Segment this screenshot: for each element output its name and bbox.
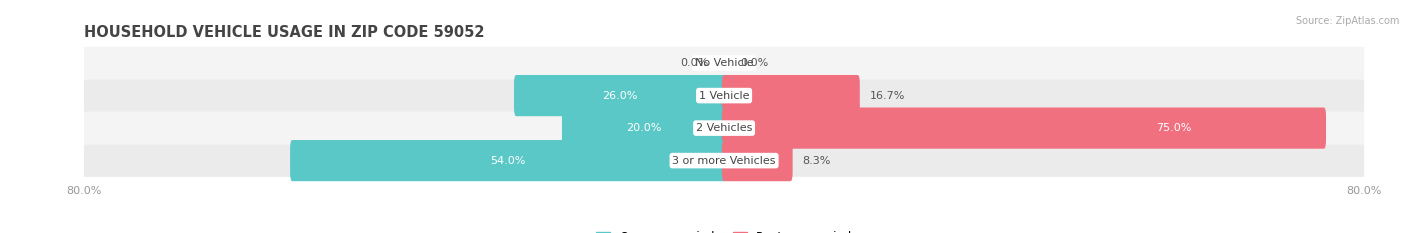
FancyBboxPatch shape (290, 140, 727, 181)
FancyBboxPatch shape (562, 107, 727, 149)
FancyBboxPatch shape (84, 144, 1364, 177)
Text: 54.0%: 54.0% (491, 156, 526, 166)
FancyBboxPatch shape (84, 79, 1364, 112)
Text: 1 Vehicle: 1 Vehicle (699, 91, 749, 101)
Text: HOUSEHOLD VEHICLE USAGE IN ZIP CODE 59052: HOUSEHOLD VEHICLE USAGE IN ZIP CODE 5905… (84, 25, 485, 40)
Text: 0.0%: 0.0% (740, 58, 768, 68)
Text: 2 Vehicles: 2 Vehicles (696, 123, 752, 133)
FancyBboxPatch shape (721, 75, 860, 116)
Text: Source: ZipAtlas.com: Source: ZipAtlas.com (1295, 16, 1399, 26)
Text: 26.0%: 26.0% (602, 91, 638, 101)
FancyBboxPatch shape (515, 75, 727, 116)
Text: 75.0%: 75.0% (1156, 123, 1192, 133)
FancyBboxPatch shape (84, 112, 1364, 144)
FancyBboxPatch shape (84, 47, 1364, 79)
Text: 3 or more Vehicles: 3 or more Vehicles (672, 156, 776, 166)
Text: No Vehicle: No Vehicle (695, 58, 754, 68)
Text: 0.0%: 0.0% (681, 58, 709, 68)
FancyBboxPatch shape (721, 107, 1326, 149)
Text: 20.0%: 20.0% (627, 123, 662, 133)
Legend: Owner-occupied, Renter-occupied: Owner-occupied, Renter-occupied (591, 226, 858, 233)
Text: 8.3%: 8.3% (803, 156, 831, 166)
FancyBboxPatch shape (721, 140, 793, 181)
Text: 16.7%: 16.7% (870, 91, 905, 101)
